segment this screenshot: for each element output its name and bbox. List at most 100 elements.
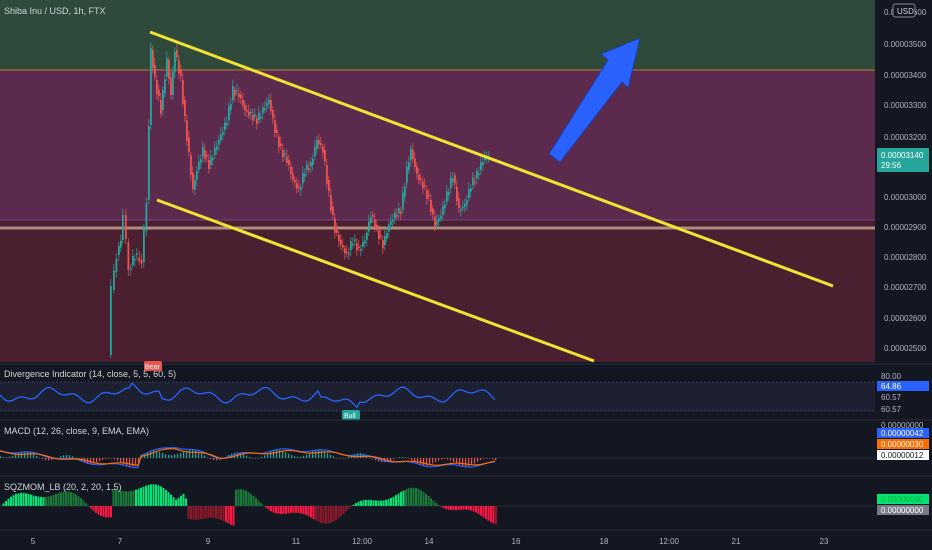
sqz-hist-bar: [400, 492, 402, 506]
candle-body: [260, 116, 262, 119]
time-tick: 23: [820, 537, 829, 546]
candle-body: [336, 230, 338, 233]
sqz-hist-bar: [47, 496, 50, 506]
macd-hist-bar: [234, 452, 236, 458]
sqz-hist-bar: [465, 506, 467, 510]
candle-body: [480, 162, 482, 170]
candle-body: [436, 220, 438, 225]
up-arrow-icon[interactable]: [548, 37, 641, 163]
currency-label: USD: [897, 7, 914, 16]
macd-hist-bar: [297, 456, 299, 458]
sqz-hist-bar: [295, 506, 297, 513]
price-tick: 0.00002500: [884, 344, 927, 353]
sqz-hist-bar: [62, 491, 65, 506]
candle-body: [430, 200, 432, 212]
candle-body: [238, 93, 240, 98]
channel-lower-line[interactable]: [156, 198, 595, 363]
hist-value: 0.00000012: [881, 451, 924, 460]
candle-body: [166, 57, 168, 77]
candle-body: [470, 188, 472, 192]
sqz-hist-bar: [402, 490, 405, 506]
candle-body: [292, 173, 294, 181]
candle-body: [326, 165, 328, 184]
candle-body: [176, 50, 178, 58]
macd-hist-bar: [423, 458, 425, 466]
candle-body: [384, 235, 386, 245]
sqz-hist-bar: [300, 506, 302, 514]
macd-hist-bar: [33, 453, 35, 458]
candle-body: [218, 139, 220, 145]
candle-body: [420, 178, 422, 180]
macd-hist-bar: [60, 456, 62, 458]
candle-body: [414, 158, 416, 167]
sqz-hist-bar: [372, 500, 375, 506]
candle-body: [254, 114, 256, 117]
candle-body: [462, 206, 464, 209]
macd-hist-bar: [51, 458, 53, 460]
sqz-hist-bar: [32, 495, 35, 506]
price-tick: 0.00003000: [884, 193, 927, 202]
macd-hist-bar: [111, 458, 113, 459]
macd-hist-bar: [243, 454, 245, 458]
sqz-hist-bar: [157, 485, 160, 506]
candle-body: [362, 241, 364, 247]
divergence-title[interactable]: Divergence Indicator (14, close, 5, 5, 6…: [4, 369, 176, 379]
zone-mid: [0, 70, 875, 220]
candle-body: [134, 258, 136, 261]
sqz-hist-bar: [22, 492, 25, 506]
sqz-hist-bar: [415, 488, 417, 506]
sqz-hist-bar: [282, 506, 285, 514]
candle-body: [390, 221, 392, 225]
candle-body: [122, 215, 124, 240]
candle-body: [440, 216, 442, 219]
candle-body: [446, 191, 448, 202]
macd-hist-bar: [459, 458, 461, 465]
macd-hist-bar: [405, 457, 407, 459]
sqz-hist-bar: [285, 506, 287, 514]
sqz-hist-bar: [25, 493, 27, 506]
sqz-hist-bar: [487, 506, 490, 521]
macd-line: [0, 446, 496, 469]
candle-body: [216, 146, 218, 150]
sqz-hist-bar: [317, 506, 320, 522]
sqz-title[interactable]: SQZMOM_LB (20, 2, 20, 1.5): [4, 482, 122, 492]
candle-body: [348, 253, 350, 255]
price-tick: 0.00003500: [884, 40, 927, 49]
currency-button[interactable]: [892, 3, 916, 18]
sqz-hist-bar: [252, 495, 255, 506]
candle-body: [302, 172, 304, 184]
macd-hist-bar: [495, 458, 497, 461]
sqz-hist-bar: [320, 506, 322, 523]
candle-body: [310, 162, 312, 167]
macd-hist-bar: [99, 458, 101, 462]
current-price: 0.00003140: [881, 151, 924, 160]
macd-title[interactable]: MACD (12, 26, close, 9, EMA, EMA): [4, 426, 149, 436]
macd-hist-bar: [333, 456, 335, 458]
macd-hist-bar: [465, 458, 467, 467]
sqz-hist-bar: [190, 506, 192, 520]
sqz-hist-bar: [110, 506, 112, 518]
sqz-hist-bar: [125, 491, 127, 506]
sqz-hist-bar: [227, 506, 230, 524]
sqz-hist-bar: [70, 492, 72, 506]
candle-body: [202, 146, 204, 157]
channel-upper-line[interactable]: [149, 30, 834, 288]
candle-body: [174, 51, 176, 73]
macd-hist-bar: [426, 458, 428, 466]
macd-hist-bar: [489, 458, 491, 459]
candle-body: [208, 160, 210, 169]
candle-body: [324, 150, 326, 162]
sqz-hist-bar: [112, 489, 115, 506]
candle-body: [474, 181, 476, 184]
symbol-label[interactable]: Shiba Inu / USD, 1h, FTX: [4, 6, 106, 16]
sqz-hist-bar: [142, 486, 145, 506]
macd-hist-bar: [204, 455, 206, 458]
candle-body: [418, 175, 420, 181]
candle-body: [484, 157, 486, 160]
time-axis[interactable]: 5 7 9 11 12:00 14 16 18 12:00 21 23: [31, 537, 829, 546]
macd-hist-bar: [201, 453, 203, 458]
macd-hist-bar: [12, 455, 14, 458]
macd-hist-bar: [483, 458, 485, 459]
sqz-hist-bar: [360, 500, 362, 506]
